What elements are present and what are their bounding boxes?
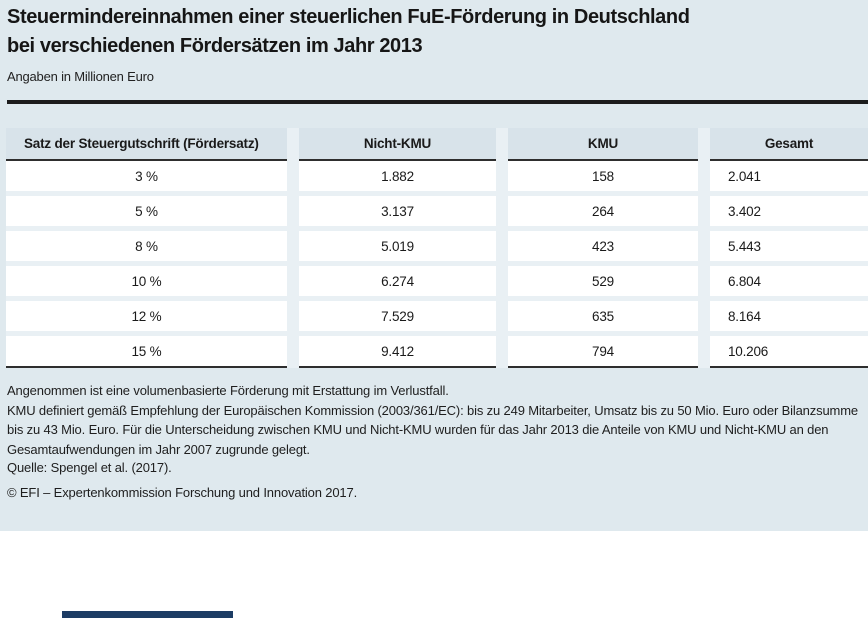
source-line: Quelle: Spengel et al. (2017). bbox=[7, 460, 172, 475]
footnote-assumption: Angenommen ist eine volumenbasierte Förd… bbox=[7, 383, 449, 398]
title-divider-rule bbox=[7, 100, 868, 104]
table-cell: 529 bbox=[508, 266, 698, 296]
table-cell: 15 % bbox=[6, 336, 287, 366]
footnotes: Angenommen ist eine volumenbasierte Förd… bbox=[7, 381, 863, 459]
table-cell: 10 % bbox=[6, 266, 287, 296]
column-cells-gesamt: 2.041 3.402 5.443 6.804 8.164 10.206 bbox=[710, 161, 868, 368]
table-cell: 10.206 bbox=[710, 336, 868, 366]
figure-title: Steuermindereinnahmen einer steuerlichen… bbox=[7, 3, 690, 61]
table-cell: 12 % bbox=[6, 301, 287, 331]
table-cell: 9.412 bbox=[299, 336, 496, 366]
table-cell: 2.041 bbox=[710, 161, 868, 191]
data-table: Satz der Steuergutschrift (Fördersatz) 3… bbox=[6, 128, 868, 368]
table-cell: 5.019 bbox=[299, 231, 496, 261]
column-cells-foerdersatz: 3 % 5 % 8 % 10 % 12 % 15 % bbox=[6, 161, 287, 368]
column-header-gesamt: Gesamt bbox=[710, 128, 868, 161]
table-cell: 5.443 bbox=[710, 231, 868, 261]
footnote-kmu-definition: KMU definiert gemäß Empfehlung der Europ… bbox=[7, 402, 858, 457]
table-cell: 1.882 bbox=[299, 161, 496, 191]
figure-subtitle: Angaben in Millionen Euro bbox=[7, 69, 154, 84]
copyright-line: © EFI – Expertenkommission Forschung und… bbox=[7, 485, 358, 500]
table-cell: 423 bbox=[508, 231, 698, 261]
bottom-accent-bar bbox=[62, 611, 233, 618]
figure-title-line1: Steuermindereinnahmen einer steuerlichen… bbox=[7, 6, 690, 28]
column-cells-kmu: 158 264 423 529 635 794 bbox=[508, 161, 698, 368]
column-cells-nicht-kmu: 1.882 3.137 5.019 6.274 7.529 9.412 bbox=[299, 161, 496, 368]
table-cell: 8.164 bbox=[710, 301, 868, 331]
table-cell: 5 % bbox=[6, 196, 287, 226]
table-cell: 3 % bbox=[6, 161, 287, 191]
table-cell: 6.804 bbox=[710, 266, 868, 296]
column-header-foerdersatz: Satz der Steuergutschrift (Fördersatz) bbox=[6, 128, 287, 161]
column-header-kmu: KMU bbox=[508, 128, 698, 161]
table-cell: 264 bbox=[508, 196, 698, 226]
table-cell: 7.529 bbox=[299, 301, 496, 331]
table-cell: 3.402 bbox=[710, 196, 868, 226]
table-column-kmu: KMU 158 264 423 529 635 794 bbox=[508, 128, 698, 368]
figure-title-line2: bei verschiedenen Fördersätzen im Jahr 2… bbox=[7, 35, 423, 57]
table-column-nicht-kmu: Nicht-KMU 1.882 3.137 5.019 6.274 7.529 9.412 bbox=[299, 128, 496, 368]
table-cell: 635 bbox=[508, 301, 698, 331]
figure-background: Steuermindereinnahmen einer steuerlichen… bbox=[0, 0, 868, 531]
table-column-gesamt: Gesamt 2.041 3.402 5.443 6.804 8.164 10.206 bbox=[710, 128, 868, 368]
column-header-nicht-kmu: Nicht-KMU bbox=[299, 128, 496, 161]
table-cell: 3.137 bbox=[299, 196, 496, 226]
table-cell: 794 bbox=[508, 336, 698, 366]
table-cell: 158 bbox=[508, 161, 698, 191]
table-cell: 6.274 bbox=[299, 266, 496, 296]
table-column-foerdersatz: Satz der Steuergutschrift (Fördersatz) 3… bbox=[6, 128, 287, 368]
table-cell: 8 % bbox=[6, 231, 287, 261]
